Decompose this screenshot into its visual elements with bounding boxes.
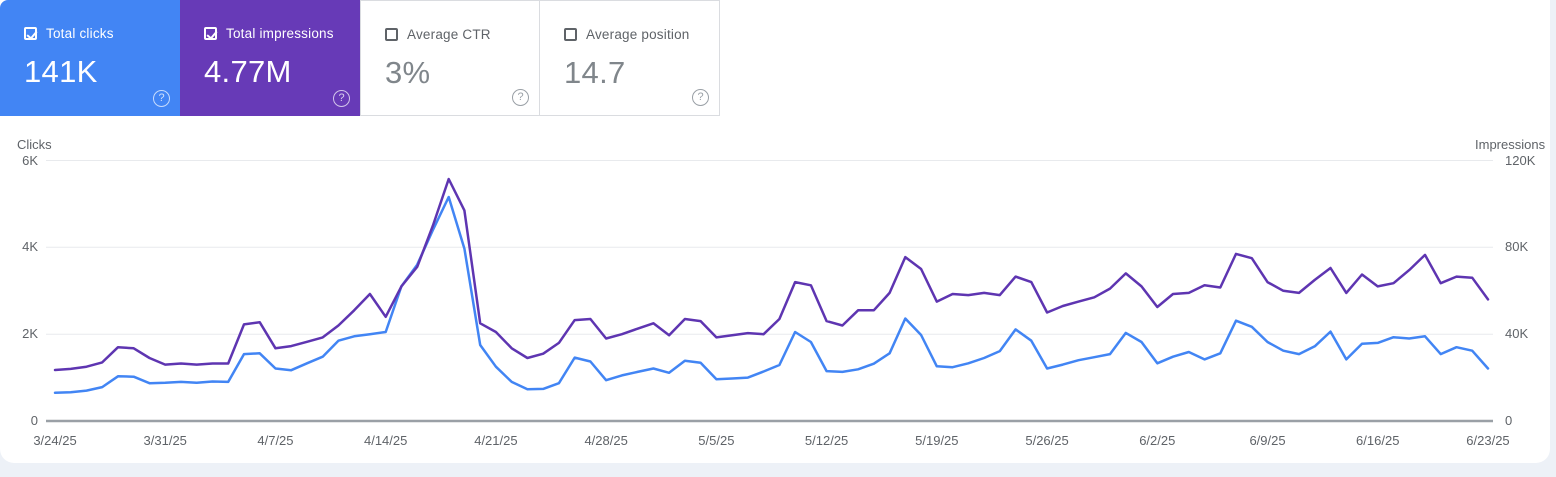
help-icon[interactable] <box>512 89 529 106</box>
right-axis-title: Impressions <box>1475 137 1546 152</box>
y-axis-tick-clicks: 2K <box>22 326 38 342</box>
metric-label: Total impressions <box>226 26 334 41</box>
y-axis-tick-clicks: 6K <box>22 152 38 168</box>
performance-panel: Total clicks 141K Total impressions 4.77… <box>0 0 1550 463</box>
performance-chart-area: Clicks Impressions 6K 4K 2K 0 120K 80K 40K 0 3… <box>0 137 1550 463</box>
x-axis-date-label: 4/21/25 <box>474 433 518 448</box>
x-axis-date-label: 5/12/25 <box>804 433 849 448</box>
y-axis-tick-clicks: 4K <box>22 239 38 255</box>
x-axis-date-label: 5/19/25 <box>915 433 959 448</box>
help-icon[interactable] <box>333 90 350 107</box>
checkbox-average-position[interactable] <box>564 28 577 41</box>
metric-card-total-impressions[interactable]: Total impressions 4.77M <box>180 0 360 116</box>
metric-value: 141K <box>24 54 98 89</box>
metric-label: Average CTR <box>407 27 491 42</box>
y-axis-tick-impressions: 80K <box>1505 239 1529 255</box>
x-axis-date-label: 4/7/25 <box>257 433 294 448</box>
metric-value: 4.77M <box>204 54 292 89</box>
y-axis-tick-impressions: 40K <box>1505 326 1529 342</box>
metric-label: Total clicks <box>46 26 114 41</box>
metric-card-average-position[interactable]: Average position 14.7 <box>540 0 720 116</box>
x-axis-date-label: 6/2/25 <box>1139 433 1176 448</box>
checkbox-average-ctr[interactable] <box>385 28 398 41</box>
y-axis-tick-impressions: 0 <box>1505 413 1513 428</box>
metric-card-total-clicks[interactable]: Total clicks 141K <box>0 0 180 116</box>
x-axis-date-label: 3/31/25 <box>143 433 187 448</box>
impressions-line <box>53 177 1490 372</box>
x-axis-date-label: 4/28/25 <box>584 433 628 448</box>
checkbox-total-clicks[interactable] <box>24 27 37 40</box>
metric-card-average-ctr[interactable]: Average CTR 3% <box>360 0 540 116</box>
metric-value: 3% <box>385 55 431 90</box>
metric-tiles-row: Total clicks 141K Total impressions 4.77… <box>0 0 720 116</box>
x-axis-date-label: 3/24/25 <box>33 433 77 448</box>
y-axis-tick-impressions: 120K <box>1505 152 1536 168</box>
performance-chart[interactable] <box>0 137 1550 437</box>
x-axis-date-label: 6/16/25 <box>1356 433 1400 448</box>
left-axis-title: Clicks <box>17 137 52 152</box>
x-axis-date-label: 5/26/25 <box>1025 433 1069 448</box>
help-icon[interactable] <box>692 89 709 106</box>
metric-value: 14.7 <box>564 55 626 90</box>
x-axis-date-label: 6/9/25 <box>1249 433 1286 448</box>
checkbox-total-impressions[interactable] <box>204 27 217 40</box>
y-axis-tick-clicks: 0 <box>30 413 38 428</box>
x-axis-date-label: 5/5/25 <box>698 433 735 448</box>
x-axis-date-label: 4/14/25 <box>363 433 408 448</box>
help-icon[interactable] <box>153 90 170 107</box>
clicks-line <box>53 195 1490 395</box>
metric-label: Average position <box>586 27 690 42</box>
x-axis-date-label: 6/23/25 <box>1466 433 1510 448</box>
